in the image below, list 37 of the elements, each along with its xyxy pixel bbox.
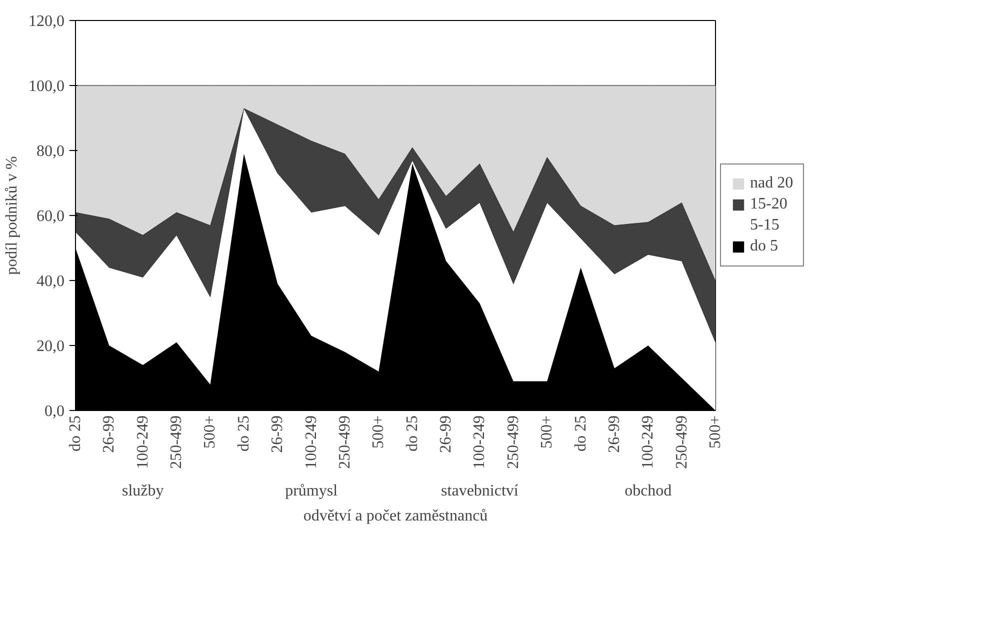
x-tick-label: 500+ <box>370 415 388 449</box>
legend-label: do 5 <box>750 238 779 256</box>
x-tick-label: do 25 <box>404 416 421 452</box>
x-tick-label: 100-249 <box>471 416 488 469</box>
y-axis-title: podíl podniků v % <box>4 156 20 275</box>
text: stavebnictví <box>441 482 519 500</box>
legend-label: 15-20 <box>750 196 788 214</box>
text: služby <box>122 482 164 500</box>
text: průmysl <box>285 482 338 500</box>
x-tick-label: 250-499 <box>504 416 522 469</box>
x-axis-title: odvětví a počet zaměstnanců <box>303 508 488 524</box>
x-tick-label: 26-99 <box>269 416 286 453</box>
x-tick-label: 500+ <box>202 415 219 449</box>
x-tick-label: 26-99 <box>100 416 118 453</box>
x-tick-label: 250-499 <box>336 416 354 469</box>
x-tick-label: 26-99 <box>606 416 623 453</box>
text: 5-15 <box>750 216 780 234</box>
y-tick-label: 100,0 <box>28 78 64 95</box>
x-tick-label: 100-249 <box>302 416 320 469</box>
text: obchod <box>624 482 672 500</box>
y-tick-label: 60,0 <box>36 208 64 225</box>
y-tick-label: 120,0 <box>28 13 64 30</box>
x-tick-label: do 25 <box>572 416 590 452</box>
x-tick-label: 500+ <box>538 415 556 449</box>
y-tick-label: 40,0 <box>36 273 64 290</box>
x-tick-label: 100-249 <box>134 416 152 469</box>
legend-label: nad 20 <box>750 174 794 192</box>
y-tick-label: 80,0 <box>36 143 64 160</box>
y-tick-label: 0,0 <box>44 403 64 420</box>
x-tick-label: do 25 <box>235 416 252 452</box>
x-tick-label: 100-249 <box>640 416 657 469</box>
x-tick-label: 500+ <box>707 415 724 449</box>
x-tick-label: 250-499 <box>673 416 690 469</box>
x-tick-label: do 25 <box>67 416 84 452</box>
x-tick-label: 250-499 <box>168 416 186 469</box>
y-tick-label: 20,0 <box>36 338 64 355</box>
x-tick-label: 26-99 <box>438 416 455 453</box>
